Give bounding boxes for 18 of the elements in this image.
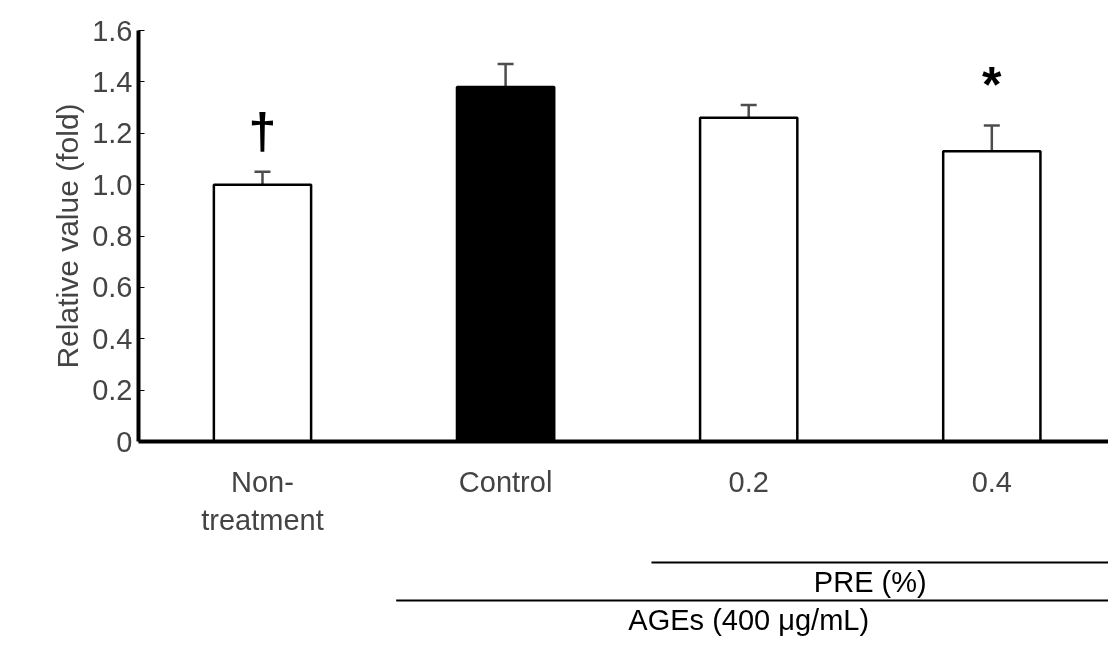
y-axis-title: Relative value (fold) xyxy=(51,103,85,369)
y-tick-label: 0 xyxy=(116,425,133,458)
y-tick-label: 1.2 xyxy=(92,117,133,150)
y-tick-label: 1.0 xyxy=(92,168,133,201)
y-tick-label: 0.2 xyxy=(92,374,133,407)
annotation: † xyxy=(248,103,277,160)
text: AGEs (400 μg/mL) xyxy=(628,603,870,636)
y-tick-label: 0.4 xyxy=(92,322,133,355)
annotation: * xyxy=(982,57,1003,114)
y-tick-label: 0.8 xyxy=(92,220,133,252)
y-tick-label: 0.6 xyxy=(92,271,133,304)
text: PRE (%) xyxy=(813,565,927,598)
y-tick-label: 1.4 xyxy=(92,65,133,98)
x-tick-label: 0.2 xyxy=(728,465,769,498)
x-tick-label: Non- treatment xyxy=(201,465,324,536)
x-tick-label: 0.4 xyxy=(971,465,1012,498)
y-tick-label: 1.6 xyxy=(92,14,133,47)
x-tick-label: Control xyxy=(458,465,553,498)
